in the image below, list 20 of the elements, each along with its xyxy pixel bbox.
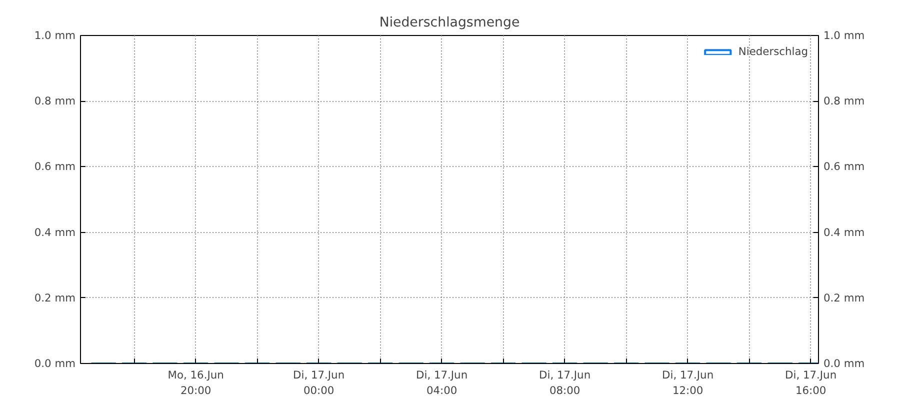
y2-tick-label: 0.4 mm	[824, 226, 865, 239]
legend-label: Niederschlag	[738, 45, 808, 58]
x-tick-label: Mo, 16.Jun 20:00	[168, 368, 224, 398]
y2-tick-label: 0.8 mm	[824, 94, 865, 108]
x-tick-label: Di, 17.Jun 08:00	[539, 368, 591, 398]
y-tick-label: 1.0 mm	[34, 29, 76, 42]
y-tick-label: 0.2 mm	[34, 291, 76, 304]
y-tick-label: 0.0 mm	[34, 357, 76, 370]
y-tick-label: 0.8 mm	[34, 94, 76, 108]
y2-tick-label: 1.0 mm	[824, 29, 865, 42]
x-tick-label: Di, 17.Jun 12:00	[662, 368, 714, 398]
x-tick-label: Di, 17.Jun 16:00	[785, 368, 837, 398]
x-tick-label: Di, 17.Jun 00:00	[293, 368, 345, 398]
y2-tick-label: 0.6 mm	[824, 160, 865, 174]
y2-tick-label: 0.2 mm	[824, 291, 865, 304]
y-tick-label: 0.4 mm	[34, 226, 76, 239]
x-tick-label: Di, 17.Jun 04:00	[416, 368, 468, 398]
y-tick-label: 0.6 mm	[34, 160, 76, 174]
chart-title: Niederschlagsmenge	[379, 16, 520, 30]
y2-tick-label: 0.0 mm	[824, 357, 865, 370]
